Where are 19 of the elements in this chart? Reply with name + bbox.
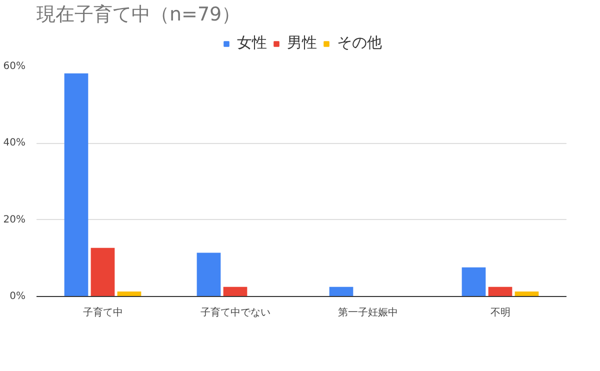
bar <box>462 267 486 296</box>
x-tick-label: 子育て中でない <box>200 306 270 318</box>
bar <box>223 286 248 296</box>
y-tick-label: 60% <box>3 61 26 72</box>
y-tick-label: 20% <box>3 214 26 226</box>
legend-label: 男性 <box>287 34 317 52</box>
x-tick-label: 子育て中 <box>82 306 123 318</box>
x-tick-label: 不明 <box>490 308 510 318</box>
chart-title: 現在子育て中（n=79） <box>36 4 241 26</box>
bar <box>196 252 221 296</box>
bar <box>64 73 88 296</box>
x-tick-label: 第一子妊娠中 <box>338 306 398 318</box>
y-tick-label: 40% <box>3 138 26 149</box>
bar <box>488 286 512 296</box>
legend-label: 女性 <box>237 34 267 52</box>
y-tick-label: 0% <box>10 291 26 302</box>
bar <box>90 248 115 296</box>
legend-label: その他 <box>337 34 382 52</box>
bar <box>329 286 354 296</box>
